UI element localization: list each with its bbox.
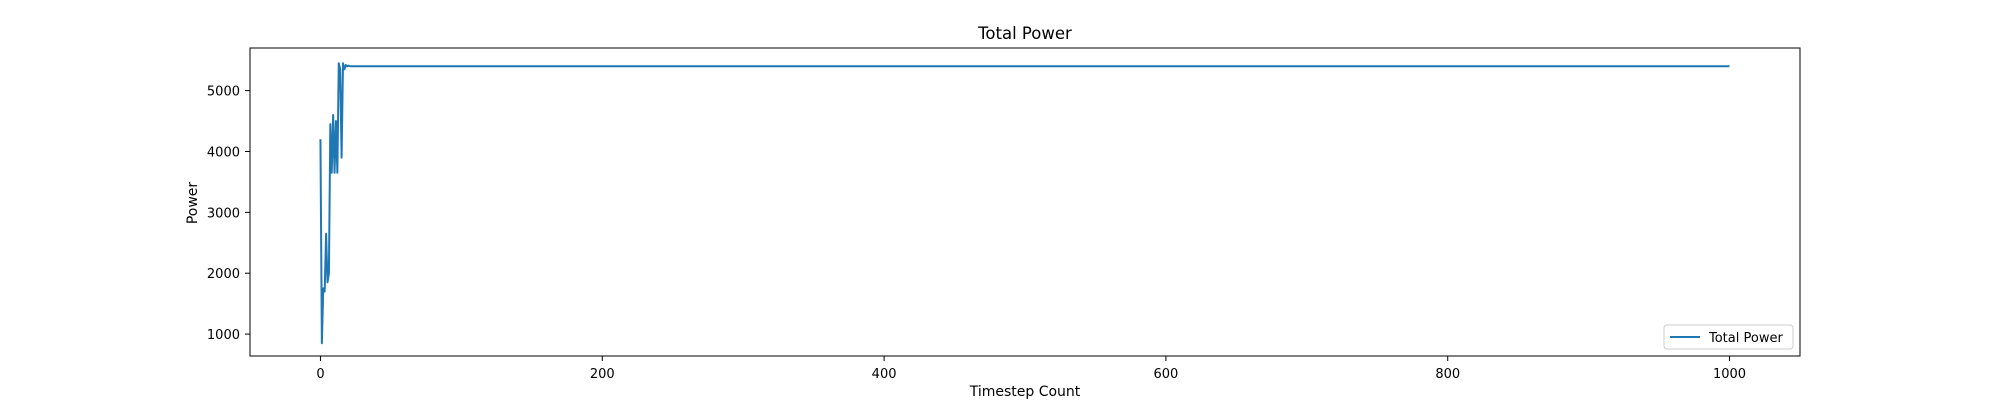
y-tick-label: 2000 xyxy=(207,267,240,282)
x-tick-label: 800 xyxy=(1435,367,1460,382)
plot-area-frame xyxy=(249,47,1801,357)
x-tick-label: 600 xyxy=(1153,367,1178,382)
y-tick-label: 5000 xyxy=(207,85,240,100)
y-axis-ticks: 1000 2000 3000 4000 5000 xyxy=(207,85,250,343)
chart-title: Total Power xyxy=(977,24,1072,43)
x-tick-label: 0 xyxy=(316,367,324,382)
x-axis-label: Timestep Count xyxy=(969,384,1081,400)
y-axis-label: Power xyxy=(185,182,201,225)
y-tick-label: 1000 xyxy=(207,328,240,343)
x-tick-label: 200 xyxy=(590,367,615,382)
series-layer xyxy=(319,62,1730,345)
series-line-total-power xyxy=(319,62,1730,345)
y-tick-label: 3000 xyxy=(207,206,240,221)
x-tick-label: 1000 xyxy=(1713,367,1746,382)
legend-label: Total Power xyxy=(1708,331,1783,346)
x-tick-label: 400 xyxy=(872,367,897,382)
legend: Total Power xyxy=(1663,324,1794,350)
legend-box xyxy=(1663,324,1794,350)
y-tick-label: 4000 xyxy=(207,145,240,160)
x-axis-ticks: 0 200 400 600 800 1000 xyxy=(316,356,1746,382)
